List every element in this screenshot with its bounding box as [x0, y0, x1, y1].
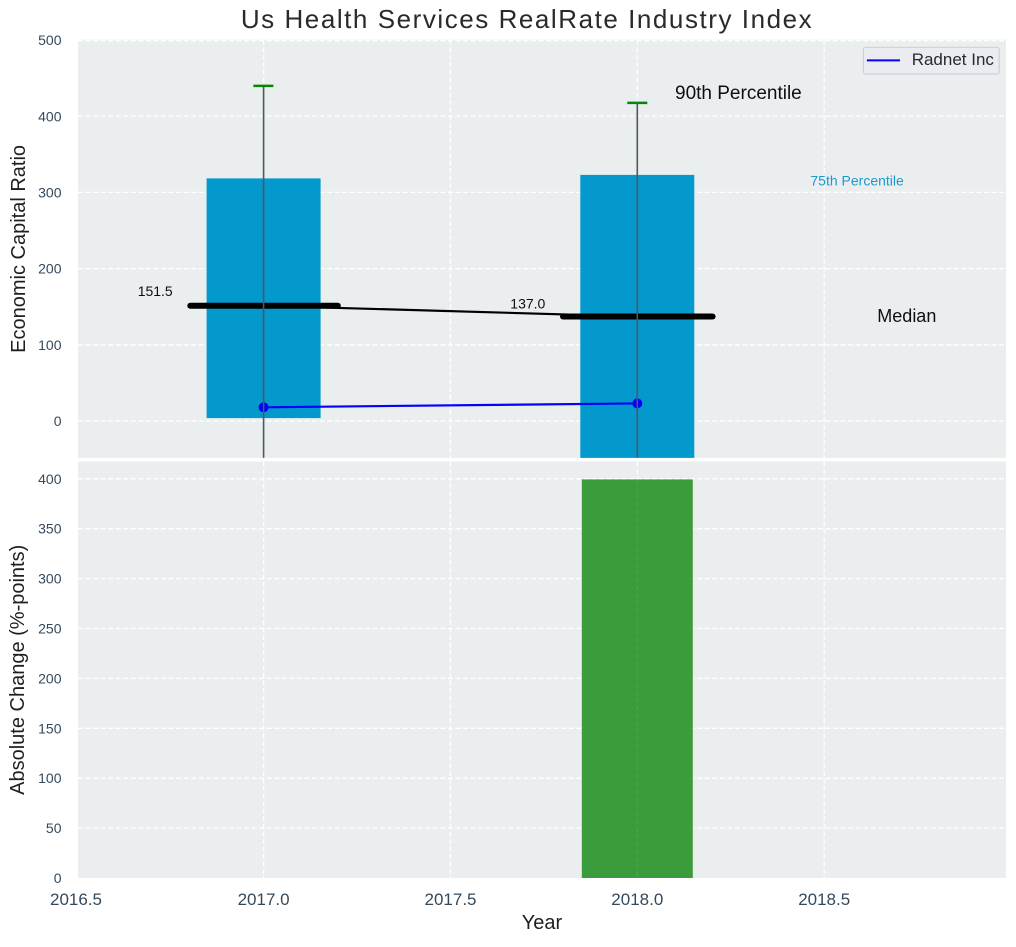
- svg-text:Radnet Inc: Radnet Inc: [912, 50, 995, 69]
- svg-text:2016.5: 2016.5: [50, 890, 102, 909]
- svg-text:400: 400: [38, 108, 62, 124]
- svg-text:Absolute Change (%-points): Absolute Change (%-points): [7, 545, 29, 795]
- svg-text:0: 0: [54, 870, 62, 886]
- svg-text:Year: Year: [522, 912, 563, 934]
- svg-text:Median: Median: [877, 306, 936, 326]
- svg-text:50: 50: [46, 820, 62, 836]
- svg-text:500: 500: [38, 32, 62, 48]
- svg-text:90th Percentile: 90th Percentile: [675, 83, 802, 104]
- svg-text:2017.5: 2017.5: [425, 890, 477, 909]
- svg-text:2017.0: 2017.0: [238, 890, 290, 909]
- svg-text:200: 200: [38, 261, 62, 277]
- svg-text:137.0: 137.0: [510, 296, 545, 312]
- svg-text:400: 400: [38, 471, 62, 487]
- svg-text:100: 100: [38, 770, 62, 786]
- svg-text:151.5: 151.5: [138, 283, 173, 299]
- svg-text:300: 300: [38, 185, 62, 201]
- svg-text:2018.0: 2018.0: [611, 890, 663, 909]
- svg-text:Us Health Services RealRate In: Us Health Services RealRate Industry Ind…: [241, 4, 813, 34]
- svg-text:Economic Capital Ratio: Economic Capital Ratio: [8, 145, 30, 353]
- svg-text:300: 300: [38, 571, 62, 587]
- svg-text:2018.5: 2018.5: [798, 890, 850, 909]
- svg-text:75th Percentile: 75th Percentile: [810, 173, 904, 189]
- svg-text:100: 100: [38, 337, 62, 353]
- svg-text:200: 200: [38, 670, 62, 686]
- svg-text:250: 250: [38, 621, 62, 637]
- svg-text:150: 150: [38, 720, 62, 736]
- svg-text:0: 0: [54, 413, 62, 429]
- svg-text:350: 350: [38, 521, 62, 537]
